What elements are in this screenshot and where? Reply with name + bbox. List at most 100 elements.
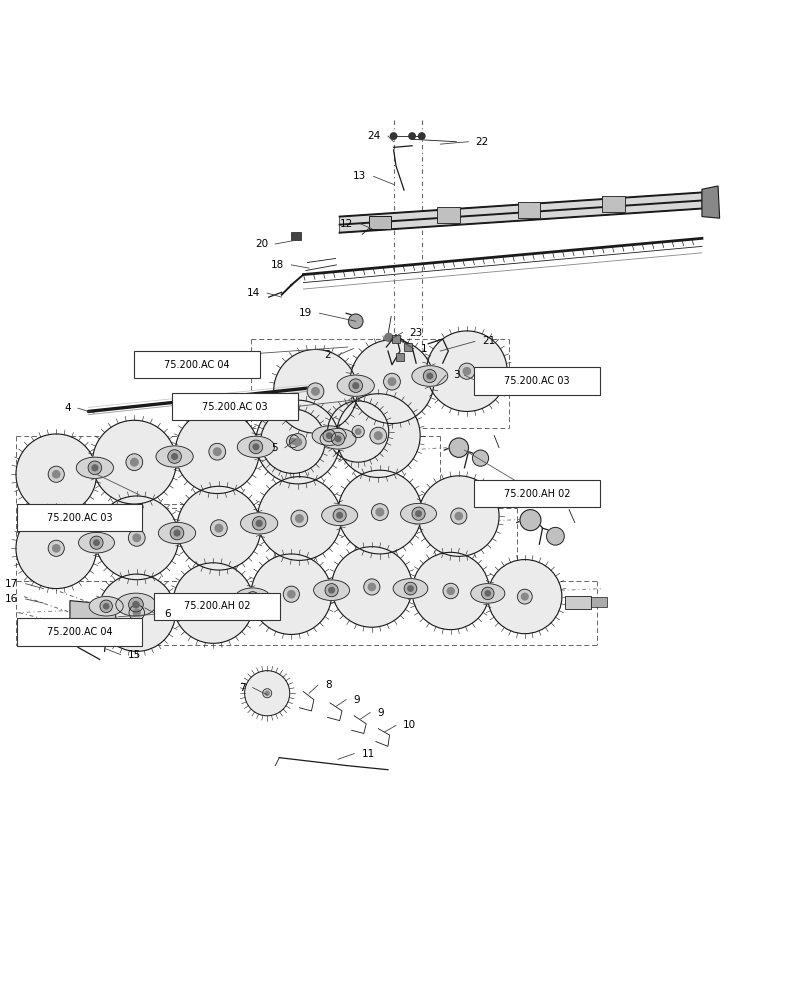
Circle shape: [375, 432, 382, 439]
Text: 12: 12: [340, 219, 353, 229]
FancyBboxPatch shape: [134, 351, 260, 378]
FancyBboxPatch shape: [17, 618, 142, 646]
Circle shape: [128, 529, 145, 546]
Circle shape: [16, 508, 96, 589]
Circle shape: [294, 438, 301, 446]
Circle shape: [256, 400, 339, 484]
Circle shape: [390, 133, 397, 139]
Text: 17: 17: [5, 579, 19, 589]
Bar: [396, 353, 404, 361]
Circle shape: [246, 592, 259, 605]
Circle shape: [290, 438, 296, 444]
Circle shape: [296, 515, 303, 522]
Circle shape: [416, 511, 421, 516]
Circle shape: [449, 438, 469, 457]
Circle shape: [412, 552, 490, 630]
Circle shape: [377, 508, 384, 516]
Circle shape: [95, 496, 179, 580]
Text: 22: 22: [476, 137, 489, 147]
Circle shape: [485, 591, 490, 596]
Circle shape: [16, 434, 96, 514]
Text: 1: 1: [421, 344, 427, 354]
Bar: [591, 597, 607, 607]
Circle shape: [128, 597, 143, 612]
Circle shape: [171, 454, 178, 459]
Bar: [404, 343, 412, 351]
Circle shape: [427, 373, 432, 379]
Circle shape: [287, 435, 300, 448]
Circle shape: [284, 586, 300, 602]
Circle shape: [473, 450, 489, 466]
Circle shape: [350, 340, 434, 424]
Circle shape: [412, 507, 425, 520]
Circle shape: [133, 609, 141, 616]
Circle shape: [88, 461, 102, 475]
Circle shape: [427, 331, 507, 411]
Ellipse shape: [401, 503, 436, 524]
Circle shape: [329, 587, 335, 593]
Bar: [518, 202, 540, 218]
Circle shape: [98, 574, 175, 651]
Circle shape: [48, 540, 65, 556]
Circle shape: [443, 583, 458, 599]
Bar: [437, 207, 460, 223]
Circle shape: [245, 671, 290, 716]
Text: 75.200.AH 02: 75.200.AH 02: [184, 601, 250, 611]
Circle shape: [323, 429, 335, 442]
Ellipse shape: [241, 513, 278, 534]
Circle shape: [370, 427, 387, 444]
Circle shape: [337, 512, 343, 518]
Ellipse shape: [314, 580, 350, 600]
Text: 11: 11: [361, 749, 375, 759]
Circle shape: [335, 436, 341, 442]
Circle shape: [133, 534, 141, 542]
Circle shape: [546, 527, 564, 545]
Text: 18: 18: [271, 260, 284, 270]
Circle shape: [129, 605, 145, 620]
Circle shape: [353, 383, 359, 389]
Circle shape: [307, 383, 324, 400]
Circle shape: [451, 508, 467, 524]
Circle shape: [448, 588, 454, 594]
Ellipse shape: [157, 597, 192, 617]
Circle shape: [53, 545, 60, 552]
Ellipse shape: [116, 593, 156, 616]
Circle shape: [209, 443, 225, 460]
Circle shape: [352, 425, 364, 438]
Circle shape: [251, 554, 331, 634]
Circle shape: [172, 604, 178, 610]
Circle shape: [288, 591, 295, 598]
Circle shape: [348, 314, 363, 329]
Circle shape: [168, 601, 181, 614]
Circle shape: [356, 429, 361, 434]
FancyBboxPatch shape: [474, 367, 600, 395]
Circle shape: [274, 349, 357, 433]
Ellipse shape: [156, 446, 193, 467]
Text: 13: 13: [353, 171, 366, 181]
Circle shape: [249, 440, 263, 454]
Ellipse shape: [322, 505, 358, 526]
Text: 10: 10: [403, 720, 416, 730]
Circle shape: [131, 458, 138, 466]
Circle shape: [209, 599, 217, 607]
Circle shape: [368, 583, 376, 591]
Text: 15: 15: [128, 650, 141, 660]
Circle shape: [133, 602, 139, 608]
Circle shape: [168, 450, 181, 463]
Circle shape: [289, 434, 306, 450]
Ellipse shape: [393, 579, 428, 598]
Circle shape: [258, 477, 341, 560]
Circle shape: [384, 373, 400, 390]
Polygon shape: [70, 601, 118, 635]
Text: 14: 14: [246, 288, 260, 298]
Circle shape: [327, 401, 389, 462]
Text: 75.200.AC 03: 75.200.AC 03: [504, 376, 570, 386]
Circle shape: [173, 563, 254, 643]
FancyBboxPatch shape: [474, 480, 600, 507]
Circle shape: [175, 410, 259, 494]
Circle shape: [419, 133, 425, 139]
Circle shape: [252, 517, 266, 530]
Text: 75.200.AC 04: 75.200.AC 04: [164, 360, 230, 370]
Circle shape: [265, 691, 269, 695]
Text: 7: 7: [239, 683, 246, 693]
